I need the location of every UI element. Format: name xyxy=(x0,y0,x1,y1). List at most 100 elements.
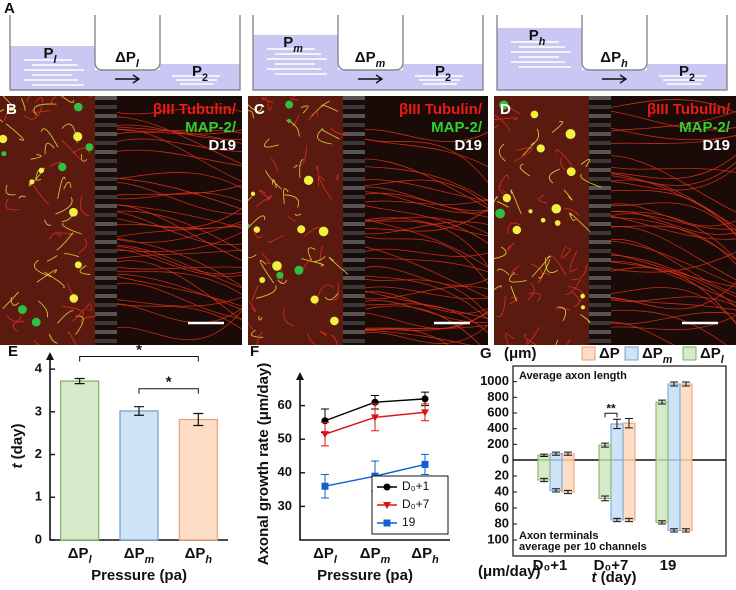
dendrite xyxy=(63,253,80,258)
axon xyxy=(610,309,727,345)
microchannel xyxy=(589,276,611,280)
cell-body xyxy=(250,191,256,197)
axon xyxy=(116,211,242,246)
y-tick-label: 60 xyxy=(278,397,292,412)
legend-swatch xyxy=(581,346,596,361)
x-axis-label: Pressure (pa) xyxy=(317,567,413,584)
dendrite xyxy=(268,234,284,243)
legend-label: D₀+1 xyxy=(402,479,430,493)
dendrite xyxy=(259,259,275,284)
dendrite xyxy=(319,330,328,337)
microchannel xyxy=(95,159,117,163)
axon xyxy=(610,213,736,230)
dendrite xyxy=(44,219,52,226)
microchannel xyxy=(589,330,611,334)
axon xyxy=(364,275,488,320)
cell-body xyxy=(259,277,266,283)
microchannel xyxy=(95,132,117,136)
microchannel xyxy=(589,159,611,163)
error-bar xyxy=(670,381,678,387)
dendrite xyxy=(496,296,506,318)
microchannel xyxy=(343,96,365,100)
dendrite xyxy=(494,196,498,203)
microchannel xyxy=(589,177,611,181)
dendrite xyxy=(332,282,339,301)
microchannel xyxy=(95,285,117,289)
error-bar xyxy=(625,517,633,523)
dendrite xyxy=(522,142,536,156)
data-point xyxy=(321,431,329,439)
y-tick-label: 4 xyxy=(35,361,43,376)
dendrite xyxy=(86,302,93,311)
data-point xyxy=(421,395,429,403)
panel-label: C xyxy=(254,101,265,118)
microchannel xyxy=(343,267,365,271)
axon xyxy=(116,210,242,252)
cell-body xyxy=(285,100,294,109)
dendrite xyxy=(46,255,58,262)
axon xyxy=(364,138,488,184)
axon xyxy=(116,204,242,229)
dendrite xyxy=(34,259,52,278)
axon xyxy=(610,179,736,235)
dendrite xyxy=(569,250,578,272)
significance-bracket xyxy=(79,355,199,362)
axon xyxy=(116,221,242,243)
microchannel xyxy=(589,339,611,343)
microchannel xyxy=(95,96,117,100)
bar xyxy=(679,383,693,461)
microchannel xyxy=(343,276,365,280)
axon xyxy=(116,181,242,215)
stain-label: βIII Tubulin/ xyxy=(399,101,483,118)
liquid xyxy=(582,70,647,90)
axon xyxy=(610,260,736,303)
axon xyxy=(116,266,242,270)
bar xyxy=(667,383,681,461)
dendrite xyxy=(33,103,57,116)
y2-tick-label: 40 xyxy=(495,483,509,498)
microchannel xyxy=(343,294,365,298)
axon xyxy=(116,178,242,210)
microchannel xyxy=(95,303,117,307)
x-tick-label: ΔPm xyxy=(360,545,391,566)
error-bar xyxy=(134,406,144,416)
axon xyxy=(364,221,488,235)
dendrite xyxy=(292,114,300,127)
pressure-label: P2 xyxy=(679,63,695,84)
axon xyxy=(116,129,242,182)
microchannel xyxy=(343,303,365,307)
container-wall xyxy=(252,15,484,91)
container-wall xyxy=(496,15,728,91)
axon xyxy=(610,238,736,294)
plot-frame xyxy=(512,365,727,557)
microchannel xyxy=(343,204,365,208)
legend-swatch xyxy=(682,346,697,361)
microchannel xyxy=(343,105,365,109)
axon xyxy=(116,273,242,311)
dendrite xyxy=(261,97,275,104)
dendrite xyxy=(2,96,13,106)
cell-body xyxy=(565,129,576,140)
cell-body xyxy=(287,118,292,124)
dendrite xyxy=(78,238,88,254)
axon xyxy=(364,324,488,329)
error-bar xyxy=(564,451,572,456)
error-bar xyxy=(613,418,621,430)
microchannel xyxy=(95,123,117,127)
microchannel xyxy=(95,276,117,280)
error-bar xyxy=(74,377,85,385)
axon xyxy=(116,246,242,275)
axon xyxy=(116,237,242,287)
axis xyxy=(299,378,450,541)
microchannel xyxy=(343,186,365,190)
day-label: D19 xyxy=(702,137,730,154)
dendrite xyxy=(271,179,277,189)
bar xyxy=(119,410,159,541)
dendrite xyxy=(12,320,25,332)
dendrite xyxy=(531,255,551,278)
microchannel xyxy=(95,258,117,262)
microchannel xyxy=(95,321,117,325)
axon xyxy=(116,128,242,134)
dendrite xyxy=(496,268,510,276)
axon xyxy=(116,172,242,189)
